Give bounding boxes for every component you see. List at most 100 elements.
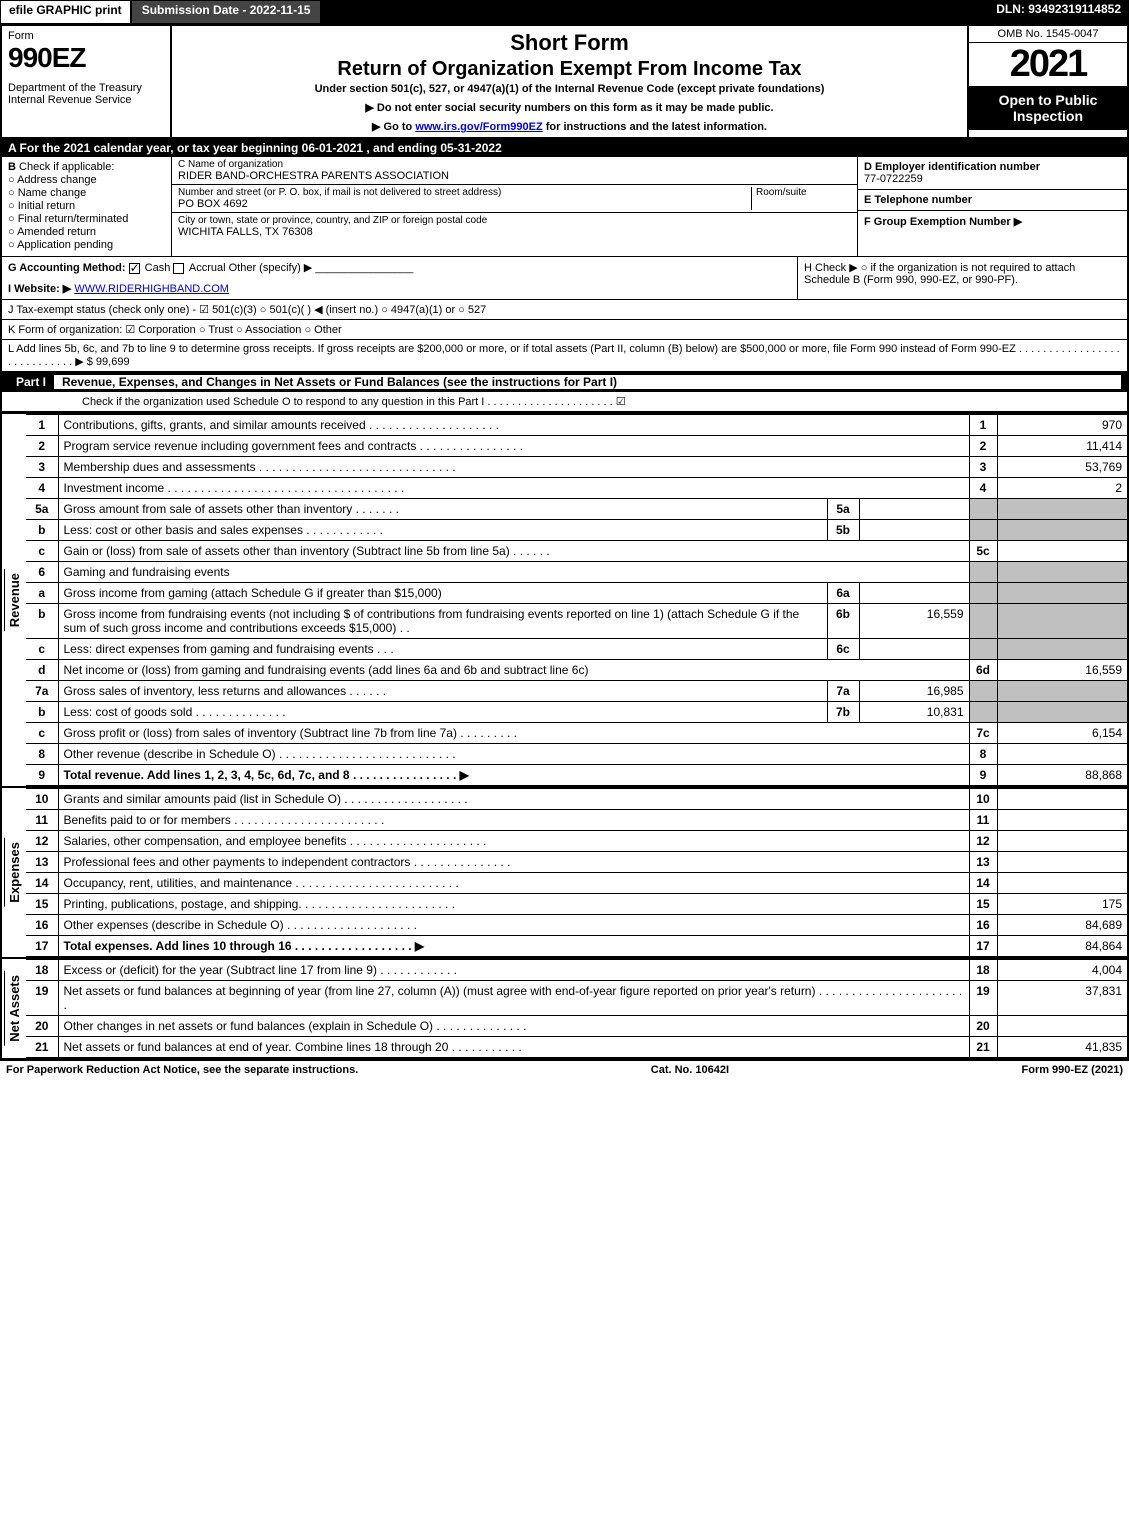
table-row: 11Benefits paid to or for members . . . … [26, 810, 1127, 831]
revenue-table: 1Contributions, gifts, grants, and simil… [26, 414, 1127, 786]
open-to-public: Open to Public Inspection [969, 86, 1127, 130]
net-assets-section: Net Assets 18Excess or (deficit) for the… [2, 957, 1127, 1058]
header-center: Short Form Return of Organization Exempt… [172, 26, 967, 137]
table-row: 4Investment income . . . . . . . . . . .… [26, 478, 1127, 499]
row-h: H Check ▶ ○ if the organization is not r… [797, 257, 1127, 299]
dln-label: DLN: 93492319114852 [988, 0, 1129, 24]
chk-name-change[interactable]: Name change [8, 187, 165, 199]
instr2-pre: ▶ Go to [372, 121, 415, 133]
table-row: 20Other changes in net assets or fund ba… [26, 1016, 1127, 1037]
form-container: Form 990EZ Department of the Treasury In… [0, 24, 1129, 1060]
table-row: bGross income from fundraising events (n… [26, 604, 1127, 639]
table-row: 12Salaries, other compensation, and empl… [26, 831, 1127, 852]
org-name-value: RIDER BAND-ORCHESTRA PARENTS ASSOCIATION [178, 170, 851, 182]
table-row: 15Printing, publications, postage, and s… [26, 894, 1127, 915]
table-row: dNet income or (loss) from gaming and fu… [26, 660, 1127, 681]
table-row: 16Other expenses (describe in Schedule O… [26, 915, 1127, 936]
ein-value: 77-0722259 [864, 173, 1121, 185]
city-value: WICHITA FALLS, TX 76308 [178, 226, 851, 238]
phone-label: E Telephone number [864, 194, 972, 206]
page-footer: For Paperwork Reduction Act Notice, see … [0, 1060, 1129, 1079]
header-left: Form 990EZ Department of the Treasury In… [2, 26, 172, 137]
chk-accrual[interactable] [173, 263, 184, 274]
submission-date-button[interactable]: Submission Date - 2022-11-15 [131, 0, 322, 24]
org-name-cell: C Name of organization RIDER BAND-ORCHES… [172, 157, 857, 185]
street-value: PO BOX 4692 [178, 198, 751, 210]
table-row: cLess: direct expenses from gaming and f… [26, 639, 1127, 660]
street-label: Number and street (or P. O. box, if mail… [178, 187, 751, 198]
part-1-header: Part I Revenue, Expenses, and Changes in… [2, 372, 1127, 392]
table-row: 13Professional fees and other payments t… [26, 852, 1127, 873]
chk-cash[interactable] [129, 263, 140, 274]
city-cell: City or town, state or province, country… [172, 213, 857, 240]
net-assets-side-label: Net Assets [2, 959, 26, 1058]
table-row: bLess: cost of goods sold . . . . . . . … [26, 702, 1127, 723]
part-1-label: Part I [8, 375, 54, 389]
table-row: 19Net assets or fund balances at beginni… [26, 981, 1127, 1016]
chk-application-pending[interactable]: Application pending [8, 239, 165, 251]
accrual-label: Accrual [189, 262, 226, 274]
part-1-title: Revenue, Expenses, and Changes in Net As… [54, 375, 1121, 389]
group-exemption-cell: F Group Exemption Number ▶ [858, 211, 1127, 232]
ein-label: D Employer identification number [864, 161, 1040, 173]
footer-left: For Paperwork Reduction Act Notice, see … [6, 1064, 358, 1076]
table-row: 8Other revenue (describe in Schedule O) … [26, 744, 1127, 765]
other-label: Other (specify) ▶ [229, 262, 313, 274]
main-title: Return of Organization Exempt From Incom… [180, 58, 959, 81]
form-word: Form [8, 30, 164, 42]
table-row: 3Membership dues and assessments . . . .… [26, 457, 1127, 478]
form-header: Form 990EZ Department of the Treasury In… [2, 26, 1127, 139]
row-l: L Add lines 5b, 6c, and 7b to line 9 to … [2, 340, 1127, 372]
phone-cell: E Telephone number [858, 190, 1127, 211]
section-bcdef: B Check if applicable: Address change Na… [2, 157, 1127, 257]
expenses-table: 10Grants and similar amounts paid (list … [26, 788, 1127, 957]
irs-link[interactable]: www.irs.gov/Form990EZ [415, 121, 542, 133]
table-row: bLess: cost or other basis and sales exp… [26, 520, 1127, 541]
accounting-method-label: G Accounting Method: [8, 262, 126, 274]
tax-year: 2021 [969, 43, 1127, 86]
table-row: 14Occupancy, rent, utilities, and mainte… [26, 873, 1127, 894]
website-link[interactable]: WWW.RIDERHIGHBAND.COM [74, 283, 229, 295]
section-c: C Name of organization RIDER BAND-ORCHES… [172, 157, 857, 256]
table-row: 17Total expenses. Add lines 10 through 1… [26, 936, 1127, 957]
street-cell: Number and street (or P. O. box, if mail… [172, 185, 857, 213]
table-row: aGross income from gaming (attach Schedu… [26, 583, 1127, 604]
subtitle: Under section 501(c), 527, or 4947(a)(1)… [180, 83, 959, 95]
chk-initial-return[interactable]: Initial return [8, 200, 165, 212]
footer-right: Form 990-EZ (2021) [1022, 1064, 1123, 1076]
short-form-title: Short Form [180, 30, 959, 56]
dept-treasury: Department of the Treasury [8, 82, 164, 94]
table-row: 9Total revenue. Add lines 1, 2, 3, 4, 5c… [26, 765, 1127, 786]
website-label: I Website: ▶ [8, 283, 71, 295]
row-g: G Accounting Method: Cash Accrual Other … [2, 257, 797, 299]
net-assets-table: 18Excess or (deficit) for the year (Subt… [26, 959, 1127, 1058]
table-row: 21Net assets or fund balances at end of … [26, 1037, 1127, 1058]
top-bar: efile GRAPHIC print Submission Date - 20… [0, 0, 1129, 24]
part-1-check-line: Check if the organization used Schedule … [2, 392, 1127, 412]
instr2-post: for instructions and the latest informat… [543, 121, 767, 133]
table-row: 10Grants and similar amounts paid (list … [26, 789, 1127, 810]
efile-print-button[interactable]: efile GRAPHIC print [0, 0, 131, 24]
footer-center: Cat. No. 10642I [651, 1064, 729, 1076]
expenses-section: Expenses 10Grants and similar amounts pa… [2, 786, 1127, 957]
chk-amended-return[interactable]: Amended return [8, 226, 165, 238]
row-k: K Form of organization: ☑ Corporation ○ … [2, 320, 1127, 340]
section-b: B Check if applicable: Address change Na… [2, 157, 172, 256]
table-row: 18Excess or (deficit) for the year (Subt… [26, 960, 1127, 981]
chk-address-change[interactable]: Address change [8, 174, 165, 186]
row-a-tax-year: A For the 2021 calendar year, or tax yea… [2, 139, 1127, 157]
city-label: City or town, state or province, country… [178, 215, 851, 226]
org-name-label: C Name of organization [178, 159, 851, 170]
cash-label: Cash [145, 262, 171, 274]
omb-number: OMB No. 1545-0047 [969, 26, 1127, 43]
table-row: 7aGross sales of inventory, less returns… [26, 681, 1127, 702]
section-def: D Employer identification number 77-0722… [857, 157, 1127, 256]
irs-label: Internal Revenue Service [8, 94, 164, 106]
instruction-2: ▶ Go to www.irs.gov/Form990EZ for instru… [180, 120, 959, 133]
chk-final-return[interactable]: Final return/terminated [8, 213, 165, 225]
revenue-section: Revenue 1Contributions, gifts, grants, a… [2, 412, 1127, 786]
header-right: OMB No. 1545-0047 2021 Open to Public In… [967, 26, 1127, 137]
row-j: J Tax-exempt status (check only one) - ☑… [2, 300, 1127, 320]
topbar-spacer [321, 0, 988, 24]
room-label: Room/suite [756, 187, 851, 198]
